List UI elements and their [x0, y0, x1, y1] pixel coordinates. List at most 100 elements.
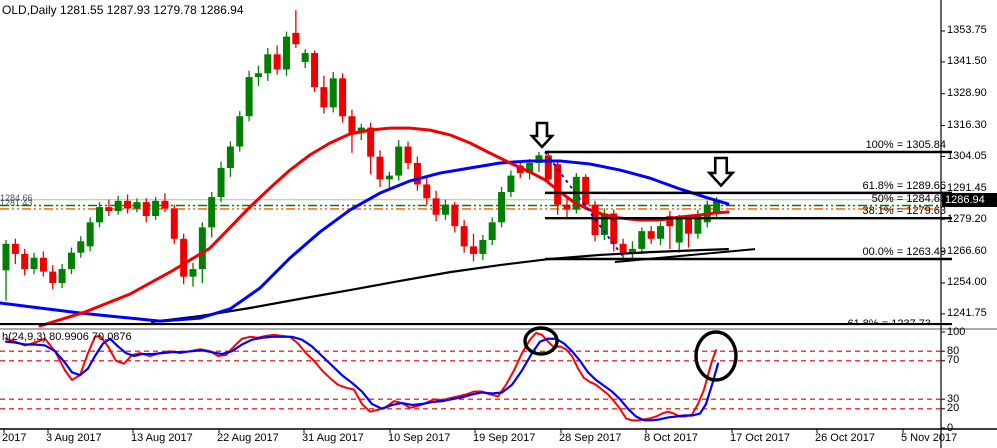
- candle-body: [713, 199, 721, 214]
- candle-body: [666, 216, 674, 227]
- candle-body: [217, 168, 225, 198]
- candle-body: [311, 53, 319, 88]
- candle-body: [339, 78, 347, 117]
- candle: [647, 226, 655, 244]
- price-axis-label: 1241.75: [947, 307, 987, 320]
- candle-body: [133, 202, 141, 209]
- candle-body: [507, 175, 515, 193]
- candle-body: [413, 162, 421, 185]
- candle: [49, 265, 57, 290]
- candle-body: [638, 231, 646, 249]
- candle-body: [96, 207, 103, 223]
- candle: [114, 195, 122, 215]
- candle-body: [357, 127, 365, 133]
- candle-body: [86, 222, 94, 247]
- stochastic-indicator-label: h(24,9,3) 80.9906 70.0876: [2, 331, 132, 343]
- candle-body: [441, 204, 449, 215]
- candle: [39, 251, 47, 277]
- candle: [339, 73, 347, 123]
- candle: [413, 156, 421, 191]
- time-axis-label: 31 Aug 2017: [302, 432, 364, 444]
- candle-body: [124, 200, 132, 209]
- price-axis-label: 1291.45: [947, 181, 987, 194]
- candle: [245, 70, 253, 122]
- candle-body: [226, 146, 234, 169]
- fib-level-label: 100% = 1305.84: [865, 138, 946, 151]
- candle: [563, 197, 571, 218]
- candle-body: [189, 269, 197, 277]
- candle-body: [685, 218, 693, 234]
- candle: [67, 247, 75, 275]
- candle: [451, 202, 459, 233]
- time-axis-label: 10 Sep 2017: [388, 432, 451, 444]
- candle-body: [470, 246, 477, 254]
- time-axis-label: 28 Sep 2017: [559, 432, 622, 444]
- dotted-decline-trendline: [544, 151, 628, 263]
- candle: [619, 238, 627, 259]
- candle-body: [329, 78, 337, 108]
- candle: [301, 49, 309, 69]
- time-axis-label: 19 Sep 2017: [473, 432, 536, 444]
- candle: [628, 241, 636, 261]
- candle: [264, 48, 272, 81]
- candle: [208, 192, 216, 238]
- candle-body: [498, 192, 506, 223]
- candle: [507, 170, 515, 198]
- stoch-axis-label: 0: [947, 421, 954, 434]
- candle: [395, 140, 403, 181]
- candle-body: [610, 213, 618, 244]
- candle: [432, 190, 440, 222]
- candle-body: [628, 248, 636, 253]
- price-axis-label: 1328.90: [947, 87, 987, 100]
- candle: [189, 262, 197, 287]
- candle-body: [2, 243, 10, 271]
- candle-body: [619, 243, 627, 253]
- stoch-signal-line: [4, 335, 720, 422]
- candle: [2, 240, 10, 301]
- ma-red: [38, 126, 730, 328]
- price-axis-label: 1341.50: [947, 55, 987, 68]
- fib-level-label-clipped: 61.8% = 1237.73: [847, 318, 932, 325]
- candle: [329, 72, 337, 113]
- stoch-axis-label: 70: [947, 354, 960, 367]
- stoch-axis-label: 100: [947, 325, 966, 338]
- ma-blue: [0, 159, 730, 323]
- candle: [96, 202, 103, 228]
- candle-body: [39, 257, 47, 272]
- candle: [58, 264, 66, 289]
- stoch-axis-label: 80: [947, 344, 960, 357]
- candle-body: [479, 240, 487, 254]
- candle: [77, 236, 85, 258]
- price-axis-label: 1254.00: [947, 276, 987, 289]
- candle: [685, 214, 693, 248]
- candle-body: [161, 200, 169, 209]
- candle: [348, 109, 356, 153]
- candle-body: [208, 197, 216, 228]
- candle-body: [582, 176, 590, 205]
- candle: [675, 214, 683, 253]
- candle: [516, 161, 524, 179]
- candle: [236, 111, 244, 152]
- candle-body: [404, 146, 412, 163]
- candle: [657, 222, 664, 246]
- stoch-axis-label: 30: [947, 392, 960, 405]
- candle-body: [423, 184, 431, 199]
- candle-body: [320, 87, 328, 108]
- price-axis-label: 1304.05: [947, 150, 987, 163]
- candle: [488, 217, 496, 246]
- candle: [441, 199, 449, 220]
- candle: [404, 141, 412, 170]
- candle-body: [30, 257, 38, 270]
- candle-body: [657, 226, 664, 239]
- fib-level-label: 38.1% = 1279.63: [862, 205, 947, 218]
- candle: [470, 233, 477, 262]
- candle-body: [563, 204, 571, 210]
- candle: [254, 65, 262, 86]
- candle-body: [49, 271, 57, 283]
- candle: [638, 227, 646, 254]
- candle: [460, 219, 468, 253]
- stoch-main-line: [5, 331, 717, 422]
- candle: [124, 194, 132, 214]
